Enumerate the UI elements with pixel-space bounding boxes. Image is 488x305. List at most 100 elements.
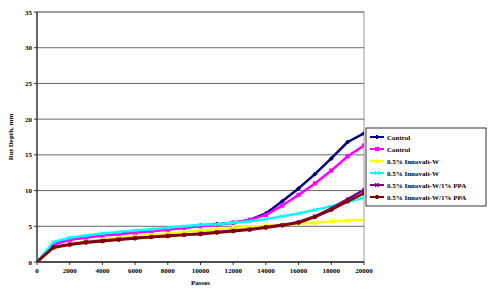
tick-label: 4000 [95, 267, 110, 275]
grid-line [37, 154, 364, 155]
tick-label: 16000 [290, 267, 308, 275]
marker [248, 228, 251, 231]
legend-label: 0.5% Innovalt-W [387, 170, 439, 178]
marker [117, 238, 120, 241]
tick-label: 30 [25, 44, 33, 52]
marker [149, 235, 153, 239]
marker [280, 199, 284, 203]
marker [375, 147, 378, 150]
series-line [37, 190, 364, 262]
marker [281, 204, 284, 207]
marker [117, 237, 121, 241]
marker [232, 230, 235, 233]
series-line [37, 146, 364, 262]
marker [280, 223, 284, 227]
marker [231, 229, 235, 233]
marker [375, 183, 379, 187]
series-line [37, 220, 364, 262]
marker [375, 195, 378, 198]
grid-line [37, 262, 364, 263]
marker [150, 235, 153, 238]
marker [248, 219, 252, 223]
marker [51, 245, 55, 249]
grid-line [37, 47, 364, 48]
marker [166, 226, 170, 230]
marker [330, 169, 333, 172]
marker [37, 260, 39, 262]
legend-label: 0.5% Innovalt-W/1% PPA [387, 194, 466, 202]
marker [264, 213, 267, 216]
marker [313, 214, 317, 218]
tick-label: 6000 [128, 267, 143, 275]
marker [166, 235, 169, 238]
series-line [37, 193, 364, 262]
marker [199, 223, 203, 227]
marker [362, 196, 364, 200]
legend-swatch [370, 184, 384, 186]
marker [264, 217, 268, 221]
legend-swatch [370, 148, 384, 150]
marker [100, 239, 104, 243]
marker [346, 200, 349, 203]
marker [100, 231, 104, 235]
marker [68, 242, 72, 246]
tick-label: 12000 [224, 267, 242, 275]
marker [297, 221, 300, 224]
x-axis-label: Passes [191, 279, 210, 287]
tick-label: 20 [25, 116, 33, 124]
tick-label: 5 [29, 223, 33, 231]
marker [37, 260, 39, 262]
marker [329, 156, 333, 160]
marker [264, 226, 267, 229]
marker [215, 231, 218, 234]
tick-label: 35 [25, 9, 33, 17]
marker [375, 171, 379, 175]
marker [375, 159, 379, 163]
marker [297, 221, 301, 225]
marker [84, 234, 88, 238]
grid-line [37, 190, 364, 191]
plot-area [37, 12, 364, 262]
marker [215, 222, 219, 226]
tick-label: 18000 [323, 267, 341, 275]
series-line [37, 198, 364, 262]
marker [375, 135, 379, 139]
tick-label: 10 [25, 187, 33, 195]
legend-swatch [370, 160, 384, 162]
marker [199, 232, 202, 235]
marker [248, 227, 252, 231]
marker [51, 240, 55, 244]
marker [362, 218, 364, 222]
tick-label: 0 [29, 259, 33, 267]
marker [133, 237, 136, 240]
marker [182, 233, 185, 236]
grid-line [37, 119, 364, 120]
grid-line [37, 83, 364, 84]
marker [281, 224, 284, 227]
marker [199, 231, 203, 235]
marker [231, 221, 235, 225]
tick-label: 20000 [355, 267, 373, 275]
marker [182, 224, 186, 228]
y-axis-label: Rut Depth, mm [7, 114, 15, 161]
marker [297, 220, 301, 224]
series-group [37, 131, 364, 262]
legend-label: 0.5% Innovalt-W/1% PPA [387, 182, 466, 190]
marker [149, 227, 153, 231]
marker [51, 246, 55, 250]
marker [362, 144, 364, 147]
marker [362, 192, 364, 195]
tick-label: 15 [25, 151, 33, 159]
marker [346, 219, 350, 223]
tick-label: 10000 [192, 267, 210, 275]
marker [68, 243, 71, 246]
marker [84, 241, 87, 244]
y-axis [37, 12, 38, 262]
tick-label: 25 [25, 80, 33, 88]
marker [264, 225, 268, 229]
marker [313, 208, 317, 212]
marker [84, 240, 88, 244]
marker [297, 186, 301, 190]
marker [362, 131, 364, 135]
marker [313, 215, 316, 218]
